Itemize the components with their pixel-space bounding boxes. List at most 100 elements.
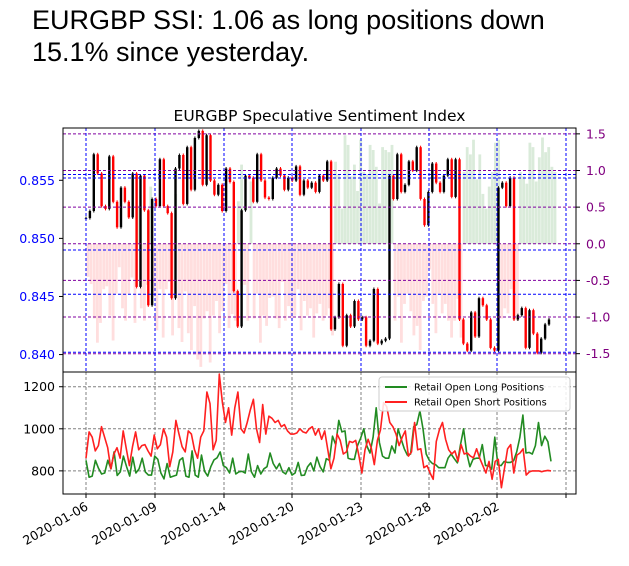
candle (310, 182, 313, 188)
candle (380, 340, 383, 344)
x-tick-label: 2020-01-20 (226, 499, 296, 548)
candle (353, 301, 356, 327)
candle (427, 191, 430, 226)
ssi-bar (243, 243, 247, 285)
candle (170, 213, 173, 299)
candle (489, 319, 492, 348)
ssi-bar (349, 176, 353, 244)
ssi-bar (237, 201, 240, 244)
ssi-bar (374, 166, 378, 244)
ssi-bar (396, 243, 400, 297)
ssi-bar (522, 176, 525, 244)
x-tick-label: 2020-01-14 (158, 499, 228, 548)
ssi-bar (450, 243, 453, 338)
candle (139, 175, 142, 287)
ssi-bar (180, 243, 184, 342)
ssi-bar (227, 243, 231, 329)
candle (508, 177, 512, 207)
candle (108, 156, 111, 209)
x-tick-label: 2020-01-23 (295, 499, 365, 548)
candle (306, 180, 309, 188)
x-tick-label: 2020-01-09 (89, 499, 159, 548)
ssi-bar (186, 243, 190, 334)
ssi-bar (378, 203, 381, 244)
ssi-bar (302, 243, 306, 301)
candle (143, 175, 146, 211)
candle (326, 161, 329, 181)
candle (473, 312, 477, 337)
ssi-bar (268, 243, 272, 298)
candle (178, 155, 181, 169)
candle (294, 166, 298, 181)
positions-panel: 800 1000 1200 Retail Open Long Positions Ret… (20, 371, 577, 548)
candle (166, 206, 169, 214)
ssi-bar (534, 181, 538, 244)
x-tick-label: 2020-01-06 (20, 499, 90, 548)
ssi-bar (315, 243, 319, 314)
ssi-bar (240, 164, 243, 244)
candle (271, 177, 274, 199)
ssi-bar (462, 172, 466, 244)
ssi-bar (544, 152, 547, 244)
ssi-bar (202, 243, 206, 319)
left-tick-label: 0.845 (19, 289, 55, 304)
ssi-bar (215, 243, 218, 301)
candle (209, 135, 212, 181)
candle (388, 175, 391, 339)
ssi-bar (89, 243, 93, 285)
ssi-bar (149, 186, 153, 244)
ssi-bar (287, 243, 290, 307)
candle (189, 147, 193, 190)
candle (512, 177, 516, 320)
candle (341, 284, 344, 346)
candle (368, 340, 372, 346)
ssi-bar (469, 154, 472, 244)
ssi-bar (516, 243, 519, 321)
ssi-bar (403, 243, 406, 304)
left-tick-label: 0.840 (19, 347, 55, 362)
ssi-bar (337, 174, 341, 244)
candle (543, 324, 547, 339)
candle (505, 182, 508, 207)
ssi-bar (306, 243, 309, 316)
ssi-bar (99, 243, 102, 323)
ssi-bar (280, 243, 284, 282)
candle (228, 168, 232, 182)
candle (263, 180, 267, 198)
ssi-bar (443, 243, 447, 304)
price-panel: EURGBP Speculative Sentiment Index 0.840 0… (19, 107, 610, 373)
candle (516, 315, 520, 320)
ssi-bar (437, 243, 441, 294)
ssi-bar (393, 243, 397, 321)
ssi-bar (208, 243, 212, 363)
candle (283, 175, 286, 190)
ssi-bar (481, 193, 485, 244)
ssi-bar (353, 164, 356, 244)
ssi-bar (249, 181, 253, 244)
ssi-bar (431, 243, 435, 304)
right-tick-label: -0.5 (586, 273, 610, 288)
ssi-bar (196, 243, 200, 360)
candle (407, 161, 411, 185)
candle (458, 159, 461, 320)
ssi-bar (318, 243, 322, 304)
right-tick-label: 0.0 (586, 236, 606, 251)
ssi-bar (506, 243, 510, 314)
candle (100, 173, 103, 207)
ssi-bar (309, 243, 312, 309)
candle (333, 317, 337, 330)
candle (256, 154, 259, 202)
ssi-bar (284, 243, 287, 321)
ssi-bar (334, 161, 337, 244)
ssi-bar (475, 179, 478, 244)
ssi-bar (296, 243, 300, 290)
candle (345, 315, 348, 346)
ssi-bar (400, 243, 403, 343)
right-tick-label: -1.0 (586, 310, 610, 325)
candle (147, 210, 150, 306)
candle (135, 173, 138, 287)
x-tick-label: 2020-01-28 (363, 499, 433, 548)
ssi-bar (327, 243, 331, 309)
ssi-bar (537, 157, 541, 244)
ssi-bar (384, 150, 388, 244)
